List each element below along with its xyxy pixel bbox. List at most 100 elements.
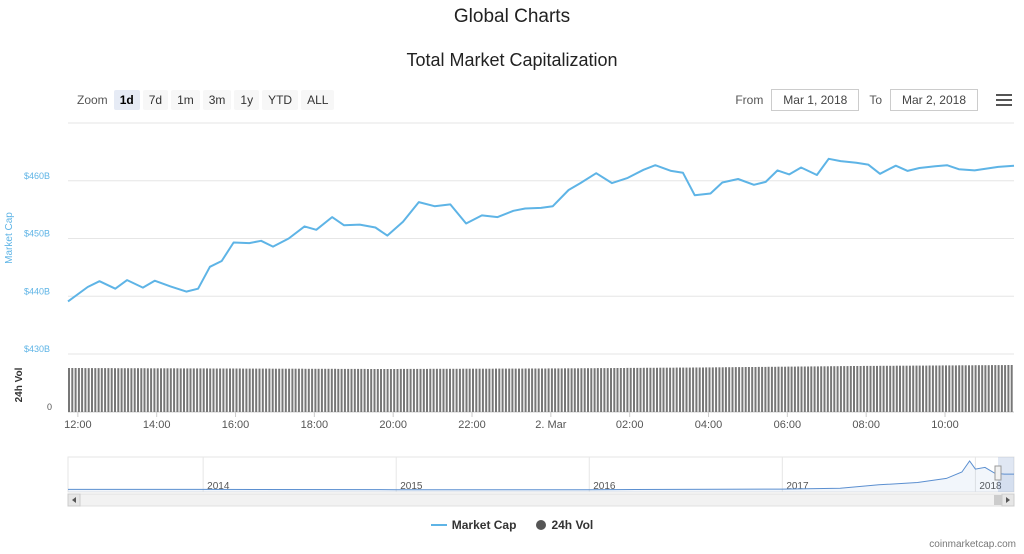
zoom-ytd-button[interactable]: YTD [262, 90, 299, 110]
volume-bar [537, 368, 540, 412]
volume-bar [790, 366, 793, 412]
volume-bar [925, 365, 928, 412]
volume-bar [606, 368, 609, 412]
volume-bar [770, 366, 773, 412]
axes: $430B $440B $450B $460B Market Cap 24h Vol 0 12… [4, 171, 959, 431]
volume-bar [137, 368, 139, 412]
volume-bar [301, 368, 304, 412]
volume-bar [472, 368, 474, 412]
volume-bar [872, 365, 875, 412]
volume-bar [991, 365, 993, 412]
volume-bar [1000, 365, 1003, 412]
volume-bar [458, 368, 461, 412]
volume-bar [265, 368, 268, 412]
volume-bar [426, 368, 428, 412]
volume-bar [514, 368, 517, 412]
volume-bar [376, 369, 379, 412]
volume-bar [807, 366, 810, 412]
volume-bar [810, 366, 813, 412]
legend-item-volume[interactable]: 24h Vol [536, 518, 593, 532]
volume-bar [117, 368, 120, 412]
volume-bar [511, 368, 514, 412]
volume-bar [905, 365, 908, 412]
zoom-1m-button[interactable]: 1m [171, 90, 200, 110]
volume-bar [830, 366, 833, 412]
volume-bar [406, 368, 409, 412]
volume-bar [849, 366, 852, 412]
volume-bar [885, 365, 888, 412]
volume-bar [876, 365, 878, 412]
volume-bar [445, 368, 448, 412]
market-cap-chart: $430B $440B $450B $460B Market Cap 24h Vol 0 12… [4, 122, 1015, 507]
volume-bar [951, 365, 954, 412]
zoom-all-button[interactable]: ALL [301, 90, 335, 110]
volume-bar [366, 369, 369, 412]
zoom-7d-button[interactable]: 7d [142, 90, 169, 110]
volume-bar [196, 368, 199, 412]
volume-bar [793, 366, 796, 412]
volume-bar [501, 368, 504, 412]
volume-bar [396, 369, 399, 412]
volume-bar [294, 368, 297, 412]
x-tick-label: 06:00 [774, 419, 802, 431]
volume-bar [879, 365, 882, 412]
volume-series [68, 365, 1013, 412]
volume-bar [504, 368, 507, 412]
volume-bar [261, 368, 264, 412]
volume-bar [941, 365, 944, 412]
volume-bar [146, 368, 149, 412]
volume-bar [547, 368, 550, 412]
volume-bar [169, 368, 172, 412]
navigator-area [68, 461, 1014, 492]
volume-bar [422, 368, 425, 412]
volume-bar [922, 365, 924, 412]
volume-bar [554, 368, 557, 412]
x-tick-label: 16:00 [222, 419, 250, 431]
zoom-1d-button[interactable]: 1d [113, 90, 140, 110]
volume-bar [718, 367, 721, 412]
volume-bar [767, 366, 770, 412]
market-cap-series [67, 157, 1015, 303]
navigator-tick-label: 2018 [979, 481, 1002, 492]
volume-bar [189, 368, 192, 412]
x-tick-label: 22:00 [458, 419, 486, 431]
volume-bar [255, 368, 258, 412]
volume-bar [521, 368, 524, 412]
zoom-3m-button[interactable]: 3m [202, 90, 232, 110]
volume-bar [297, 368, 300, 412]
volume-bar [833, 366, 836, 412]
volume-bar [816, 366, 819, 412]
volume-bar [688, 367, 691, 412]
volume-bar [721, 367, 724, 412]
volume-bar [120, 368, 123, 412]
navigator-tick-label: 2014 [207, 481, 230, 492]
volume-bar [958, 365, 961, 412]
x-tick-label: 04:00 [695, 419, 723, 431]
zoom-1y-button[interactable]: 1y [234, 90, 260, 110]
volume-bar [590, 368, 593, 412]
legend-item-market-cap[interactable]: Market Cap [430, 518, 516, 532]
volume-bar [619, 368, 622, 412]
volume-bar [370, 369, 373, 412]
volume-bar [665, 367, 668, 412]
volume-bar [981, 365, 984, 412]
volume-bar [754, 367, 757, 412]
from-date-input[interactable]: Mar 1, 2018 [771, 89, 860, 111]
to-date-input[interactable]: Mar 2, 2018 [890, 89, 978, 111]
volume-bar [948, 365, 951, 412]
hamburger-menu-icon[interactable] [996, 94, 1012, 106]
volume-bar [281, 368, 284, 412]
volume-bar [843, 366, 846, 412]
legend-label-volume: 24h Vol [551, 518, 594, 532]
volume-bar [330, 368, 333, 412]
volume-bar [91, 368, 93, 412]
volume-bar [465, 368, 468, 412]
volume-bar [399, 368, 402, 412]
volume-bar [669, 367, 672, 412]
volume-bar [215, 368, 218, 412]
volume-bar [127, 368, 130, 412]
volume-bar [557, 368, 560, 412]
credit-link[interactable]: coinmarketcap.com [929, 539, 1016, 550]
volume-bar [646, 367, 649, 412]
volume-bar [357, 368, 360, 412]
